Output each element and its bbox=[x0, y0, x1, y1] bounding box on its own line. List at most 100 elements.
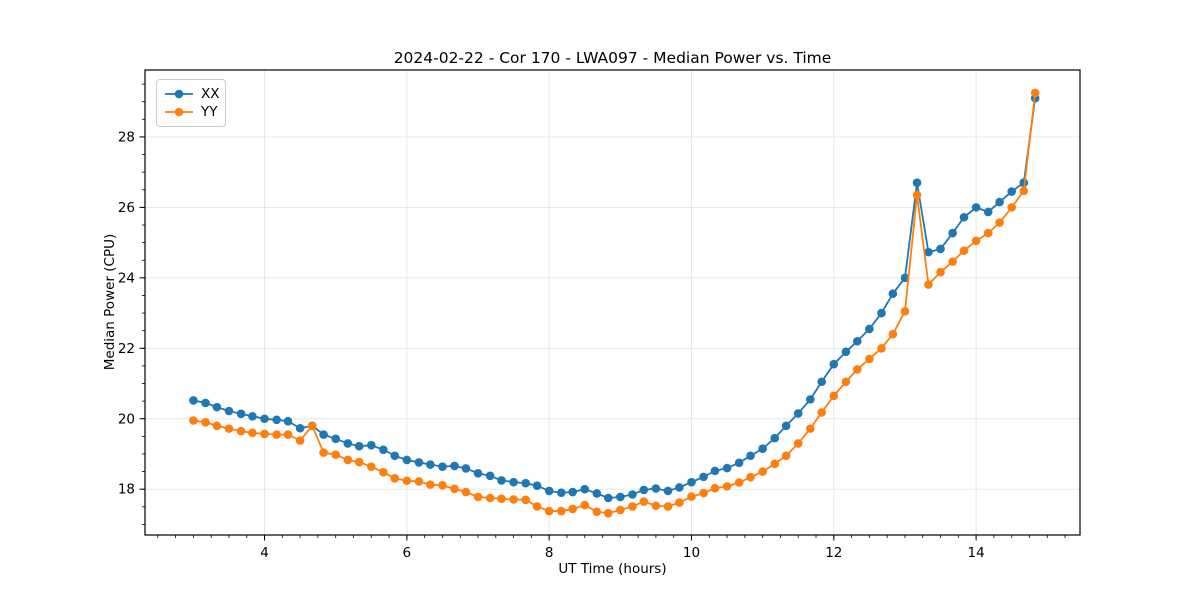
data-point-xx bbox=[283, 416, 293, 426]
data-point-xx bbox=[438, 462, 447, 471]
data-point-xx bbox=[829, 359, 839, 369]
legend-line-sample-xx bbox=[165, 89, 193, 99]
data-point-xx bbox=[366, 440, 376, 450]
series-line-xx bbox=[192, 97, 1037, 499]
data-point-xx bbox=[651, 484, 661, 493]
data-point-yy bbox=[248, 428, 257, 438]
data-point-xx bbox=[485, 471, 495, 481]
axes-spines bbox=[144, 69, 1081, 536]
data-point-xx bbox=[354, 441, 364, 451]
legend-label-xx: XX bbox=[201, 86, 220, 102]
data-point-xx bbox=[758, 444, 767, 453]
data-point-yy bbox=[473, 492, 483, 502]
data-point-yy bbox=[770, 459, 780, 469]
data-point-yy bbox=[521, 495, 530, 505]
y-axis-label: Median Power (CPU) bbox=[102, 233, 118, 371]
data-point-yy bbox=[817, 408, 827, 417]
data-point-xx bbox=[699, 472, 708, 482]
data-point-xx bbox=[888, 289, 898, 298]
data-point-xx bbox=[781, 421, 791, 431]
data-point-xx bbox=[461, 464, 471, 473]
data-point-xx bbox=[734, 458, 744, 468]
data-point-yy bbox=[781, 451, 791, 461]
data-point-xx bbox=[331, 434, 341, 444]
data-point-xx bbox=[1019, 178, 1029, 188]
data-point-yy bbox=[639, 497, 649, 506]
data-point-xx bbox=[841, 347, 851, 357]
data-point-xx bbox=[532, 481, 542, 490]
y-tick-label: 28 bbox=[118, 129, 135, 145]
data-point-yy bbox=[532, 502, 542, 511]
data-point-xx bbox=[628, 490, 637, 499]
data-point-yy bbox=[379, 467, 388, 477]
data-point-yy bbox=[948, 257, 957, 266]
data-point-yy bbox=[924, 280, 933, 289]
data-point-yy bbox=[343, 455, 353, 465]
data-point-yy bbox=[497, 494, 506, 504]
data-point-xx bbox=[426, 460, 435, 469]
data-point-xx bbox=[971, 203, 981, 212]
x-tick-label: 6 bbox=[403, 545, 412, 561]
data-point-xx bbox=[995, 197, 1004, 207]
y-tick-label: 26 bbox=[118, 200, 135, 216]
data-point-xx bbox=[912, 178, 922, 188]
data-point-xx bbox=[746, 451, 755, 461]
data-point-yy bbox=[971, 236, 981, 246]
data-point-xx bbox=[402, 455, 412, 465]
data-point-xx bbox=[414, 458, 424, 467]
data-point-yy bbox=[675, 498, 684, 507]
data-point-xx bbox=[343, 439, 353, 448]
data-point-xx bbox=[295, 423, 305, 433]
data-point-xx bbox=[687, 477, 696, 487]
data-point-yy bbox=[699, 488, 708, 498]
y-tick-label: 18 bbox=[118, 482, 135, 498]
data-point-xx bbox=[900, 273, 910, 283]
data-point-xx bbox=[568, 487, 577, 497]
data-point-yy bbox=[236, 426, 246, 436]
data-point-xx bbox=[248, 411, 257, 421]
data-point-xx bbox=[983, 207, 993, 217]
legend-item-xx: XX bbox=[164, 85, 220, 103]
data-point-xx bbox=[390, 451, 400, 461]
data-point-yy bbox=[829, 391, 839, 401]
data-point-yy bbox=[307, 421, 317, 431]
y-tick-label: 22 bbox=[118, 341, 135, 357]
data-point-yy bbox=[592, 507, 602, 517]
data-point-yy bbox=[212, 421, 222, 431]
data-point-xx bbox=[924, 247, 933, 257]
data-point-xx bbox=[544, 486, 554, 496]
data-point-yy bbox=[390, 473, 400, 483]
data-point-yy bbox=[865, 354, 874, 364]
chart-title: 2024-02-22 - Cor 170 - LWA097 - Median P… bbox=[393, 49, 832, 67]
data-point-yy bbox=[663, 502, 673, 511]
data-point-xx bbox=[639, 485, 649, 495]
series-line-yy bbox=[192, 91, 1037, 515]
y-tick-label: 24 bbox=[118, 270, 135, 286]
data-point-yy bbox=[556, 506, 566, 516]
data-point-xx bbox=[852, 336, 862, 346]
data-point-yy bbox=[734, 478, 744, 487]
data-point-xx bbox=[212, 402, 222, 412]
data-point-yy bbox=[983, 228, 993, 238]
data-point-yy bbox=[722, 482, 732, 491]
data-point-yy bbox=[509, 495, 518, 504]
data-point-xx bbox=[710, 466, 720, 476]
data-point-xx bbox=[948, 228, 957, 238]
data-point-xx bbox=[936, 244, 945, 254]
data-point-yy bbox=[806, 424, 815, 433]
data-point-yy bbox=[603, 508, 613, 518]
data-point-xx bbox=[473, 469, 483, 478]
data-point-yy bbox=[319, 448, 328, 457]
x-tick-label: 12 bbox=[825, 545, 842, 561]
data-point-xx bbox=[603, 493, 613, 503]
data-point-xx bbox=[379, 445, 388, 455]
data-point-yy bbox=[544, 506, 554, 516]
data-point-yy bbox=[1007, 203, 1016, 212]
data-point-yy bbox=[450, 484, 459, 494]
data-point-yy bbox=[936, 267, 945, 277]
data-point-yy bbox=[628, 502, 637, 511]
data-point-yy bbox=[354, 457, 364, 467]
data-point-yy bbox=[995, 218, 1004, 227]
